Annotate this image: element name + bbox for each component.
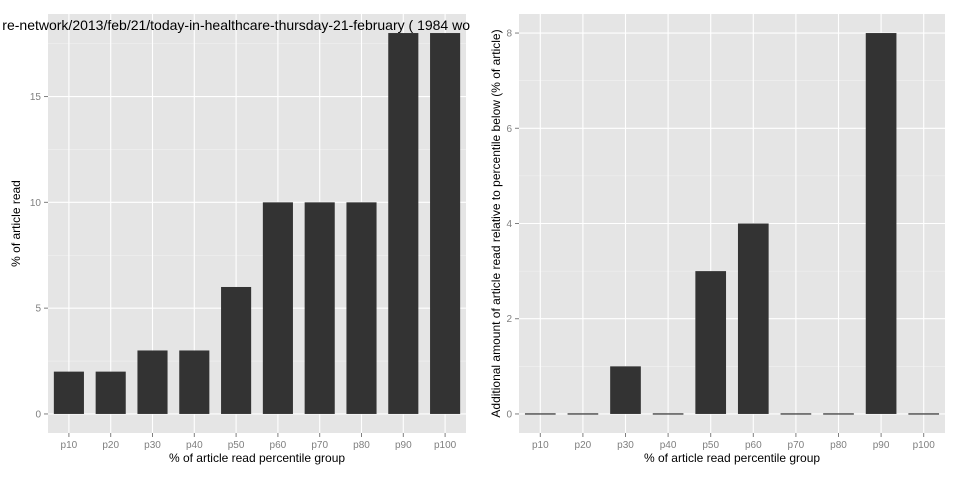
y-tick-label: 6 (506, 124, 512, 135)
y-tick-label: 8 (506, 29, 512, 40)
x-axis-title: % of article read percentile group (169, 451, 345, 465)
bar-p30 (610, 366, 641, 414)
x-tick-label: p80 (830, 440, 847, 451)
bar-p100 (430, 33, 461, 414)
x-tick-label: p50 (228, 440, 245, 451)
x-tick-label: p40 (660, 440, 677, 451)
bar-p80 (346, 202, 377, 414)
x-tick-label: p60 (745, 440, 762, 451)
y-tick-label: 10 (30, 198, 42, 209)
x-tick-label: p100 (913, 440, 936, 451)
x-tick-label: p10 (532, 440, 549, 451)
bar-p70 (780, 413, 812, 415)
bar-p100 (908, 413, 940, 415)
x-tick-label: p10 (61, 440, 78, 451)
y-tick-label: 0 (506, 409, 512, 420)
x-tick-label: p20 (575, 440, 592, 451)
x-tick-label: p70 (311, 440, 328, 451)
x-tick-label: p30 (617, 440, 634, 451)
bar-p20 (95, 371, 126, 414)
y-tick-label: 4 (506, 219, 512, 230)
x-tick-label: p20 (102, 440, 119, 451)
y-axis-title: Additional amount of article read relati… (489, 29, 503, 417)
bar-p70 (304, 202, 335, 414)
bar-p10 (524, 413, 556, 415)
x-tick-label: p90 (395, 440, 412, 451)
x-tick-label: p100 (434, 440, 457, 451)
bar-p50 (695, 271, 727, 414)
x-tick-label: p50 (702, 440, 719, 451)
bar-p20 (567, 413, 599, 415)
y-tick-label: 2 (506, 314, 512, 325)
x-tick-label: p40 (186, 440, 203, 451)
bar-p80 (823, 413, 854, 415)
bar-p90 (388, 33, 419, 414)
right-bar-chart: 0 2 4 6 8 p10 p20 p30 p40 p50 p60 p70 p80 p90 p100 % of… (489, 14, 945, 465)
y-tick-label: 5 (35, 304, 41, 315)
x-tick-label: p90 (873, 440, 890, 451)
bar-p40 (652, 413, 684, 415)
bar-p40 (179, 350, 210, 414)
y-tick-label: 0 (35, 409, 41, 420)
left-bar-chart: 0 5 10 15 p10 p20 p30 p40 p50 p60 p70 p80 p90 p100 % o… (2, 14, 470, 465)
bar-p60 (737, 223, 769, 414)
chart-title: re-network/2013/feb/21/today-in-healthca… (2, 17, 470, 33)
x-tick-label: p60 (270, 440, 287, 451)
x-axis-title: % of article read percentile group (644, 451, 820, 465)
bar-p50 (221, 286, 252, 414)
bar-p30 (137, 350, 168, 414)
x-tick-label: p80 (353, 440, 370, 451)
y-tick-label: 15 (30, 92, 42, 103)
x-tick-label: p30 (144, 440, 161, 451)
y-axis-title: % of article read (9, 180, 23, 267)
bar-p90 (865, 33, 897, 414)
x-tick-label: p70 (788, 440, 805, 451)
bar-p10 (53, 371, 84, 414)
bar-p60 (262, 202, 293, 414)
